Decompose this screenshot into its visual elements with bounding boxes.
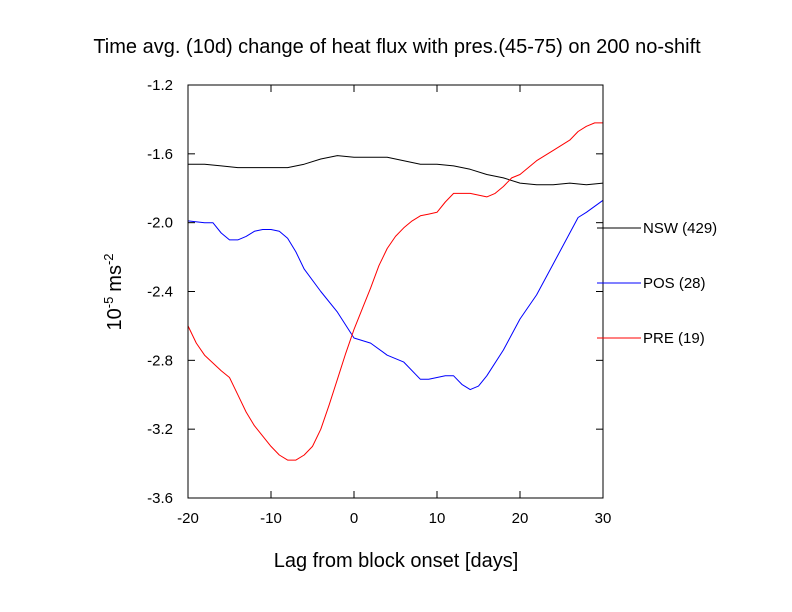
y-label-unit-exponent: -2 — [101, 253, 116, 265]
x-tick-label: -10 — [260, 510, 282, 527]
x-tick-label: -20 — [177, 510, 199, 527]
legend-label-pre: PRE (19) — [643, 330, 705, 347]
x-axis-label: Lag from block onset [days] — [274, 550, 519, 572]
chart-title: Time avg. (10d) change of heat flux with… — [93, 36, 701, 58]
y-tick-label: -1.6 — [147, 146, 173, 163]
legend-label-pos: POS (28) — [643, 275, 706, 292]
ticks-layer: -20 -10 0 10 20 30 -1.2 -1.6 -2.0 -2.4 -2.8 -3.2 -3.… — [147, 77, 611, 527]
y-tick-label: -2.4 — [147, 284, 173, 301]
y-axis-label: 10-5 ms-2 — [101, 253, 126, 330]
x-tick-label: 0 — [350, 510, 358, 527]
x-tick-label: 30 — [595, 510, 612, 527]
y-tick-label: -2.8 — [147, 352, 173, 369]
x-tick-label: 10 — [429, 510, 446, 527]
legend: NSW (429) POS (28) PRE (19) — [597, 220, 717, 347]
x-tick-label: 20 — [512, 510, 529, 527]
y-tick-label: -2.0 — [147, 215, 173, 232]
series-line-pos — [187, 199, 604, 391]
y-tick-label: -3.6 — [147, 490, 173, 507]
y-tick-label: -3.2 — [147, 421, 173, 438]
series-layer — [187, 122, 604, 461]
series-line-pre — [187, 122, 603, 461]
plot-area: -20 -10 0 10 20 30 -1.2 -1.6 -2.0 -2.4 -2.8 -3.2 -3.… — [147, 77, 611, 527]
series-line-nsw — [188, 155, 604, 186]
y-label-exponent: -5 — [101, 297, 116, 309]
y-label-base: 10 — [104, 308, 126, 330]
y-tick-label: -1.2 — [147, 77, 173, 94]
plot-frame — [187, 84, 604, 499]
y-label-unit: ms — [104, 265, 126, 292]
legend-label-nsw: NSW (429) — [643, 220, 717, 237]
